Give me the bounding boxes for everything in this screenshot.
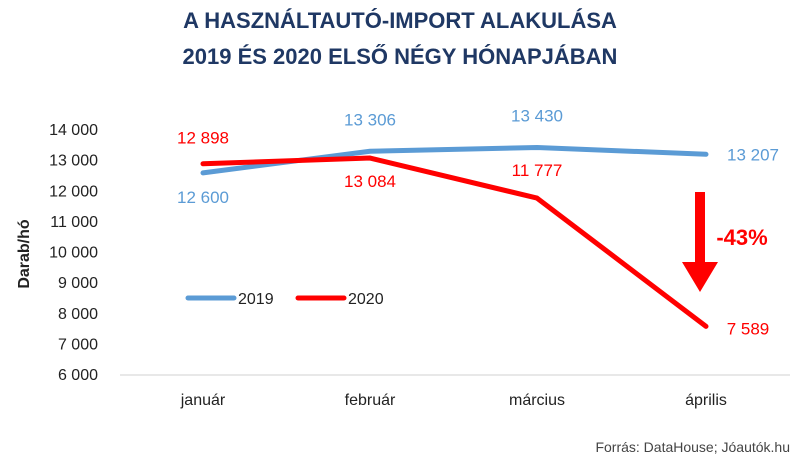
y-tick-label: 13 000: [49, 153, 98, 170]
y-tick-label: 6 000: [58, 367, 98, 384]
change-annotation: -43%: [682, 192, 768, 292]
y-tick-label: 10 000: [49, 245, 98, 262]
x-category-label: március: [509, 392, 565, 409]
chart-title-line-2: 2019 ÉS 2020 ELSŐ NÉGY HÓNAPJÁBAN: [183, 44, 618, 69]
data-labels: 12 600 13 306 13 430 13 207 12 898 13 084 11 7…: [177, 106, 779, 338]
data-label-2020: 11 777: [512, 161, 563, 180]
data-label-2020: 7 589: [727, 319, 770, 338]
y-tick-label: 8 000: [58, 306, 98, 323]
x-category-label: január: [180, 392, 226, 409]
y-tick-label: 7 000: [58, 336, 98, 353]
data-label-2020: 13 084: [344, 172, 396, 191]
x-category-label: február: [345, 392, 396, 409]
y-axis-ticks: 6 000 7 000 8 000 9 000 10 000 11 000 12 000 13…: [49, 122, 98, 384]
legend: 2019 2020: [185, 291, 384, 308]
legend-label-2020: 2020: [348, 291, 384, 308]
change-percent-label: -43%: [716, 225, 767, 250]
y-tick-label: 9 000: [58, 275, 98, 292]
y-tick-label: 14 000: [49, 122, 98, 139]
data-label-2019: 13 207: [727, 145, 779, 164]
y-axis-label: Darab/hó: [16, 219, 33, 289]
series-lines: [200, 144, 709, 329]
source-note: Forrás: DataHouse; Jóautók.hu: [595, 439, 790, 455]
x-category-label: április: [685, 392, 727, 409]
y-tick-label: 12 000: [49, 183, 98, 200]
data-label-2020: 12 898: [177, 129, 229, 148]
chart-title-line-1: A HASZNÁLTAUTÓ-IMPORT ALAKULÁSA: [183, 8, 617, 33]
series-line-2020: [200, 155, 709, 329]
down-arrow-icon: [682, 192, 718, 292]
y-tick-label: 11 000: [50, 214, 98, 231]
data-label-2019: 13 306: [344, 110, 396, 129]
data-label-2019: 13 430: [511, 106, 563, 125]
data-label-2019: 12 600: [177, 188, 229, 207]
legend-label-2019: 2019: [238, 291, 274, 308]
x-axis-categories: január február március április: [180, 392, 727, 409]
